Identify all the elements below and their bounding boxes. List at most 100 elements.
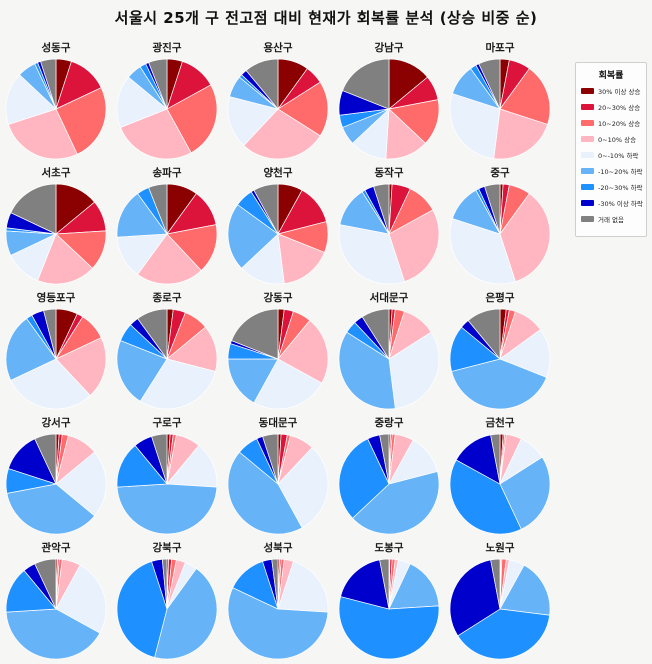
pie-chart-영등포구 xyxy=(5,308,107,410)
pie-cell-영등포구: 영등포구 xyxy=(0,290,112,411)
legend-swatch-icon xyxy=(581,136,594,142)
pie-slice xyxy=(148,58,168,110)
pie-title: 은평구 xyxy=(485,292,515,304)
pie-chart-송파구 xyxy=(116,183,218,285)
pie-slice xyxy=(277,233,325,284)
pie-slice xyxy=(338,331,396,410)
pie-slice xyxy=(352,471,440,535)
pie-cell-용산구: 용산구 xyxy=(222,40,334,161)
pie-title: 용산구 xyxy=(263,42,293,54)
pie-chart-강동구 xyxy=(227,308,329,410)
pie-slice xyxy=(10,358,91,410)
pie-cell-동대문구: 동대문구 xyxy=(222,415,334,536)
pie-slice xyxy=(227,451,303,535)
legend-items: 30% 이상 상승 20~30% 상승 10~20% 상승 0~10% 상승 0~-10… xyxy=(580,86,643,224)
pie-title: 중구 xyxy=(490,167,510,179)
pie-slice xyxy=(478,58,501,110)
pie-title: 동대문구 xyxy=(258,417,298,429)
pie-title: 강남구 xyxy=(374,42,404,54)
pie-title: 금천구 xyxy=(485,417,515,429)
pie-cell-동작구: 동작구 xyxy=(333,165,445,286)
legend-swatch-icon xyxy=(581,152,594,158)
pie-slice xyxy=(490,558,501,610)
pie-slice xyxy=(34,558,57,610)
pie-chart-용산구 xyxy=(227,58,329,160)
legend-swatch-icon xyxy=(581,104,594,110)
pie-slice xyxy=(449,218,516,285)
legend-item: 30% 이상 상승 xyxy=(581,86,642,96)
legend-item: -20~30% 하락 xyxy=(581,182,643,192)
pie-slice xyxy=(449,559,501,637)
pie-cell-은평구: 은평구 xyxy=(444,290,556,411)
pie-slice xyxy=(277,447,329,529)
pie-slice xyxy=(161,558,168,610)
legend-label: 20~30% 상승 xyxy=(598,104,641,112)
pie-slice xyxy=(6,483,95,535)
pie-slice xyxy=(116,561,168,658)
pie-slice xyxy=(499,456,551,530)
pie-chart-강남구 xyxy=(338,58,440,160)
pie-slice xyxy=(55,337,107,396)
pie-chart-노원구 xyxy=(449,558,551,660)
pie-slice xyxy=(227,96,279,146)
pie-chart-강서구 xyxy=(5,433,107,535)
pie-title: 성북구 xyxy=(263,542,293,554)
pie-title: 성동구 xyxy=(41,42,71,54)
pie-chart-도봉구 xyxy=(338,558,440,660)
legend-title: 회복률 xyxy=(598,71,624,81)
pie-slice xyxy=(227,587,329,660)
pie-slice xyxy=(166,84,218,154)
pie-slice xyxy=(253,358,323,410)
legend-swatch-icon xyxy=(581,168,594,174)
legend: 회복률 30% 이상 상승 20~30% 상승 10~20% 상승 0~10% 상승 0… xyxy=(575,62,647,237)
pie-slice xyxy=(5,318,57,381)
pie-slice xyxy=(262,433,279,485)
pie-cell-강남구: 강남구 xyxy=(333,40,445,161)
pie-cell-서초구: 서초구 xyxy=(0,165,112,286)
pie-title: 송파구 xyxy=(152,167,182,179)
pie-chart-양천구 xyxy=(227,183,329,285)
pie-title: 강북구 xyxy=(152,542,182,554)
pie-chart-성북구 xyxy=(227,558,329,660)
legend-label: 10~20% 상승 xyxy=(598,120,641,128)
pie-cell-노원구: 노원구 xyxy=(444,540,556,661)
legend-swatch-icon xyxy=(581,200,594,206)
pie-cell-중랑구: 중랑구 xyxy=(333,415,445,536)
pie-slice xyxy=(10,183,57,235)
pie-title: 동작구 xyxy=(374,167,404,179)
pie-slice xyxy=(499,564,551,616)
pie-chart-성동구 xyxy=(5,58,107,160)
pie-slice xyxy=(277,81,329,137)
pie-slice xyxy=(499,329,551,378)
pie-slice xyxy=(151,433,168,485)
pie-title: 종로구 xyxy=(152,292,182,304)
pie-cell-구로구: 구로구 xyxy=(111,415,223,536)
legend-label: -30% 이상 하락 xyxy=(598,200,643,208)
pie-slice xyxy=(388,209,440,282)
pie-slice xyxy=(55,87,107,155)
pie-chart-종로구 xyxy=(116,308,218,410)
pie-slice xyxy=(5,74,57,125)
pie-slice xyxy=(137,308,168,360)
pie-cell-송파구: 송파구 xyxy=(111,165,223,286)
legend-swatch-icon xyxy=(581,216,594,222)
pie-title: 마포구 xyxy=(485,42,515,54)
pie-slice xyxy=(449,459,522,535)
pie-slice xyxy=(120,108,192,160)
pie-slice xyxy=(338,596,440,660)
pie-title: 광진구 xyxy=(152,42,182,54)
legend-label: -20~30% 하락 xyxy=(598,184,643,192)
pie-slice xyxy=(379,558,390,610)
pie-slice xyxy=(139,358,216,410)
pie-chart-관악구 xyxy=(5,558,107,660)
pie-title: 서대문구 xyxy=(369,292,409,304)
pie-slice xyxy=(55,451,107,517)
legend-label: -10~20% 하락 xyxy=(598,168,643,176)
legend-label: 0~10% 상승 xyxy=(598,136,637,144)
pie-cell-금천구: 금천구 xyxy=(444,415,556,536)
pie-slice xyxy=(243,108,321,160)
pie-slice xyxy=(499,193,551,282)
pie-slice xyxy=(166,224,218,271)
pie-title: 구로구 xyxy=(152,417,182,429)
pie-slice xyxy=(154,568,218,660)
